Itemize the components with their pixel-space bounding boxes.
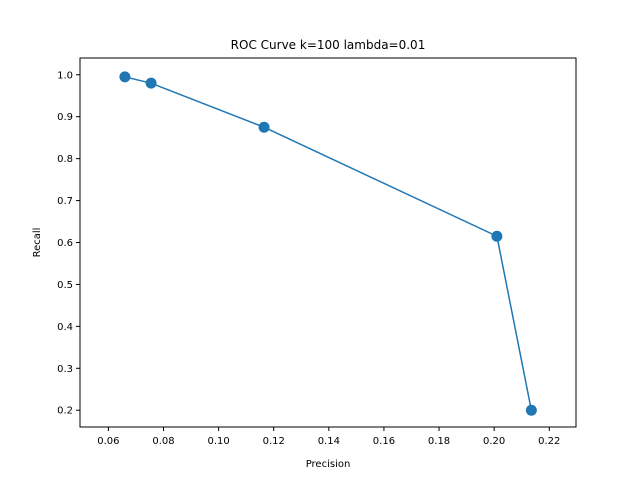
- y-tick-label: 0.7: [57, 196, 73, 207]
- y-tick-label: 0.5: [57, 280, 73, 291]
- data-point: [491, 230, 503, 242]
- y-axis-label: Recall: [32, 228, 43, 258]
- series-group: [119, 71, 537, 416]
- x-tick-label: 0.06: [97, 436, 119, 447]
- x-tick-label: 0.10: [207, 436, 229, 447]
- y-tick-label: 0.8: [57, 154, 73, 165]
- x-tick-label: 0.20: [483, 436, 505, 447]
- x-axis-label: Precision: [306, 459, 351, 470]
- data-point: [258, 121, 270, 133]
- plot-frame: [79, 57, 577, 428]
- y-tick-label: 0.6: [57, 238, 73, 249]
- data-point: [119, 71, 131, 83]
- x-axis: 0.06 0.08 0.10 0.12 0.14 0.16 0.18 0.20 0.22: [97, 427, 560, 447]
- y-tick-label: 0.3: [57, 364, 73, 375]
- y-tick-label: 1.0: [57, 70, 73, 81]
- x-tick-label: 0.14: [318, 436, 340, 447]
- y-tick-label: 0.9: [57, 112, 73, 123]
- x-tick-label: 0.18: [428, 436, 450, 447]
- y-tick-label: 0.4: [57, 322, 73, 333]
- y-axis: 0.2 0.3 0.4 0.5 0.6 0.7 0.8 0.9 1.0: [57, 70, 80, 417]
- chart-title: ROC Curve k=100 lambda=0.01: [231, 38, 426, 52]
- x-tick-label: 0.22: [538, 436, 560, 447]
- plot-area: [80, 58, 576, 427]
- data-point: [145, 77, 157, 89]
- data-point: [525, 404, 537, 416]
- x-tick-label: 0.16: [373, 436, 395, 447]
- x-tick-label: 0.12: [263, 436, 285, 447]
- y-tick-label: 0.2: [57, 406, 73, 417]
- x-tick-label: 0.08: [152, 436, 174, 447]
